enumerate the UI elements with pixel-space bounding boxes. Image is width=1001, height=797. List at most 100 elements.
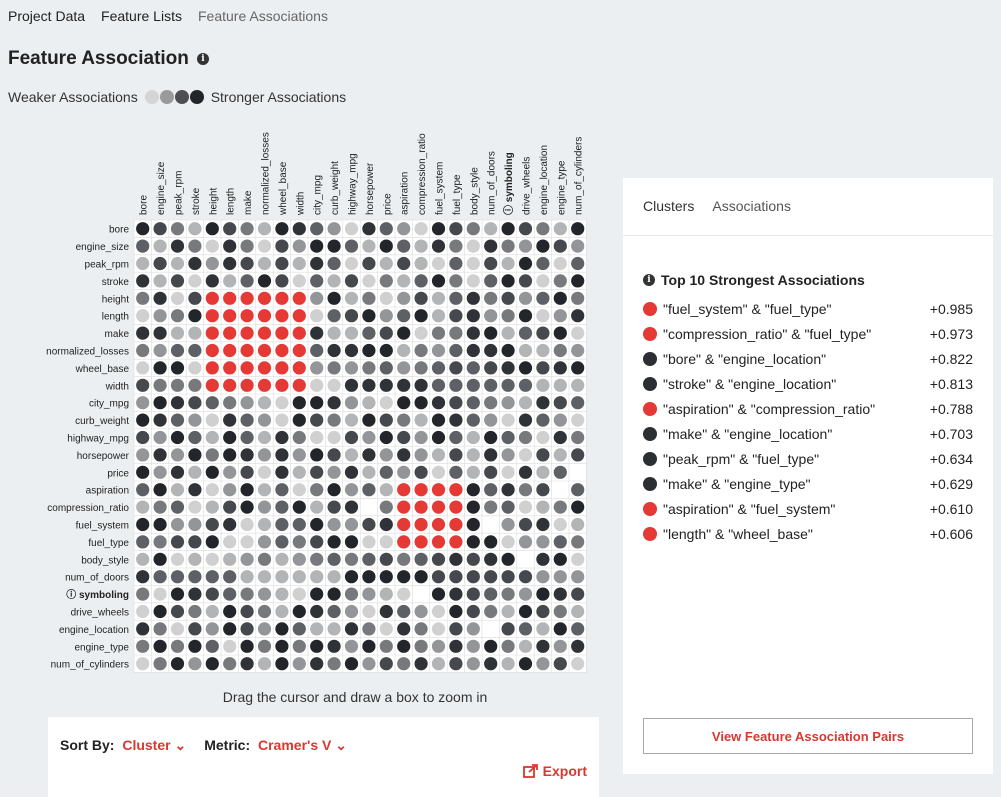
association-cell[interactable] [153, 657, 167, 671]
association-cell[interactable] [327, 483, 341, 497]
association-cell[interactable] [449, 239, 463, 253]
association-cell[interactable] [136, 517, 150, 532]
association-cell[interactable] [362, 430, 376, 445]
association-cell[interactable] [170, 291, 185, 305]
association-cell[interactable] [449, 465, 463, 479]
association-cell[interactable] [484, 657, 498, 671]
association-cell[interactable] [310, 222, 324, 236]
association-cell[interactable] [188, 587, 202, 601]
association-cell[interactable] [379, 448, 393, 462]
association-cell[interactable] [292, 326, 306, 340]
association-cell[interactable] [518, 517, 533, 532]
association-cell[interactable] [466, 604, 480, 619]
association-cell[interactable] [344, 552, 359, 566]
association-cell[interactable] [484, 326, 498, 340]
association-cell[interactable] [327, 256, 341, 271]
association-cell[interactable] [205, 256, 219, 271]
association-cell[interactable] [536, 587, 550, 601]
association-cell[interactable] [327, 430, 341, 445]
association-cell[interactable] [536, 413, 550, 427]
association-cell[interactable] [449, 552, 463, 566]
association-cell[interactable] [414, 343, 428, 358]
association-cell[interactable] [275, 552, 289, 566]
metric-dropdown[interactable]: Cramer's V ⌄ [258, 737, 347, 753]
association-cell[interactable] [136, 256, 150, 271]
association-cell[interactable] [205, 517, 219, 532]
association-cell[interactable] [275, 430, 289, 445]
sort-dropdown[interactable]: Cluster ⌄ [122, 737, 186, 753]
association-cell[interactable] [501, 274, 515, 288]
row-label[interactable]: city_mpg [89, 399, 129, 410]
association-cell[interactable] [292, 378, 306, 392]
association-cell[interactable] [553, 291, 567, 305]
association-cell[interactable] [466, 326, 480, 340]
association-cell[interactable] [327, 517, 341, 532]
association-cell[interactable] [275, 239, 289, 253]
association-cell[interactable] [414, 274, 428, 288]
association-cell[interactable] [553, 657, 567, 671]
association-cell[interactable] [501, 448, 515, 462]
association-cell[interactable] [223, 517, 237, 532]
association-cell[interactable] [553, 604, 567, 619]
association-cell[interactable] [362, 291, 376, 305]
association-cell[interactable] [136, 378, 150, 392]
association-cell[interactable] [501, 239, 515, 253]
association-cell[interactable] [553, 622, 567, 636]
association-cell[interactable] [240, 274, 254, 288]
association-cell[interactable] [397, 535, 411, 549]
association-item[interactable]: "peak_rpm" & "fuel_type" +0.634 [643, 446, 973, 471]
association-cell[interactable] [466, 274, 480, 288]
association-cell[interactable] [553, 552, 567, 566]
association-cell[interactable] [414, 657, 428, 671]
association-cell[interactable] [136, 413, 150, 427]
association-cell[interactable] [153, 239, 167, 253]
association-cell[interactable] [379, 535, 393, 549]
row-label[interactable]: drive_wheels [71, 608, 129, 619]
association-cell[interactable] [518, 639, 533, 653]
association-cell[interactable] [188, 483, 202, 497]
association-cell[interactable] [170, 413, 185, 427]
association-cell[interactable] [344, 570, 359, 584]
association-cell[interactable] [431, 309, 446, 323]
column-label[interactable]: engine_size [156, 161, 167, 215]
row-label[interactable]: height [102, 294, 129, 305]
association-cell[interactable] [414, 396, 428, 410]
row-label[interactable]: num_of_doors [65, 573, 129, 584]
association-cell[interactable] [275, 309, 289, 323]
association-cell[interactable] [362, 256, 376, 271]
column-label[interactable]: wheel_base [278, 161, 289, 216]
association-cell[interactable] [153, 361, 167, 375]
association-cell[interactable] [257, 378, 272, 392]
association-cell[interactable] [397, 552, 411, 566]
association-cell[interactable] [379, 500, 393, 514]
association-cell[interactable] [362, 657, 376, 671]
association-cell[interactable] [275, 587, 289, 601]
association-cell[interactable] [275, 604, 289, 619]
association-cell[interactable] [414, 430, 428, 445]
association-cell[interactable] [449, 256, 463, 271]
association-cell[interactable] [379, 222, 393, 236]
association-cell[interactable] [257, 570, 272, 584]
association-cell[interactable] [257, 256, 272, 271]
association-cell[interactable] [362, 517, 376, 532]
association-cell[interactable] [397, 604, 411, 619]
association-cell[interactable] [223, 465, 237, 479]
association-cell[interactable] [205, 639, 219, 653]
association-cell[interactable] [292, 309, 306, 323]
association-cell[interactable] [431, 570, 446, 584]
association-cell[interactable] [136, 570, 150, 584]
nav-project-data[interactable]: Project Data [8, 8, 86, 24]
association-cell[interactable] [170, 500, 185, 514]
association-cell[interactable] [170, 326, 185, 340]
column-label[interactable]: bore [139, 195, 150, 215]
association-cell[interactable] [449, 604, 463, 619]
association-cell[interactable] [205, 396, 219, 410]
association-cell[interactable] [518, 587, 533, 601]
association-cell[interactable] [136, 465, 150, 479]
association-cell[interactable] [170, 448, 185, 462]
association-cell[interactable] [397, 256, 411, 271]
association-cell[interactable] [362, 604, 376, 619]
association-cell[interactable] [466, 483, 480, 497]
association-cell[interactable] [310, 291, 324, 305]
association-cell[interactable] [136, 274, 150, 288]
